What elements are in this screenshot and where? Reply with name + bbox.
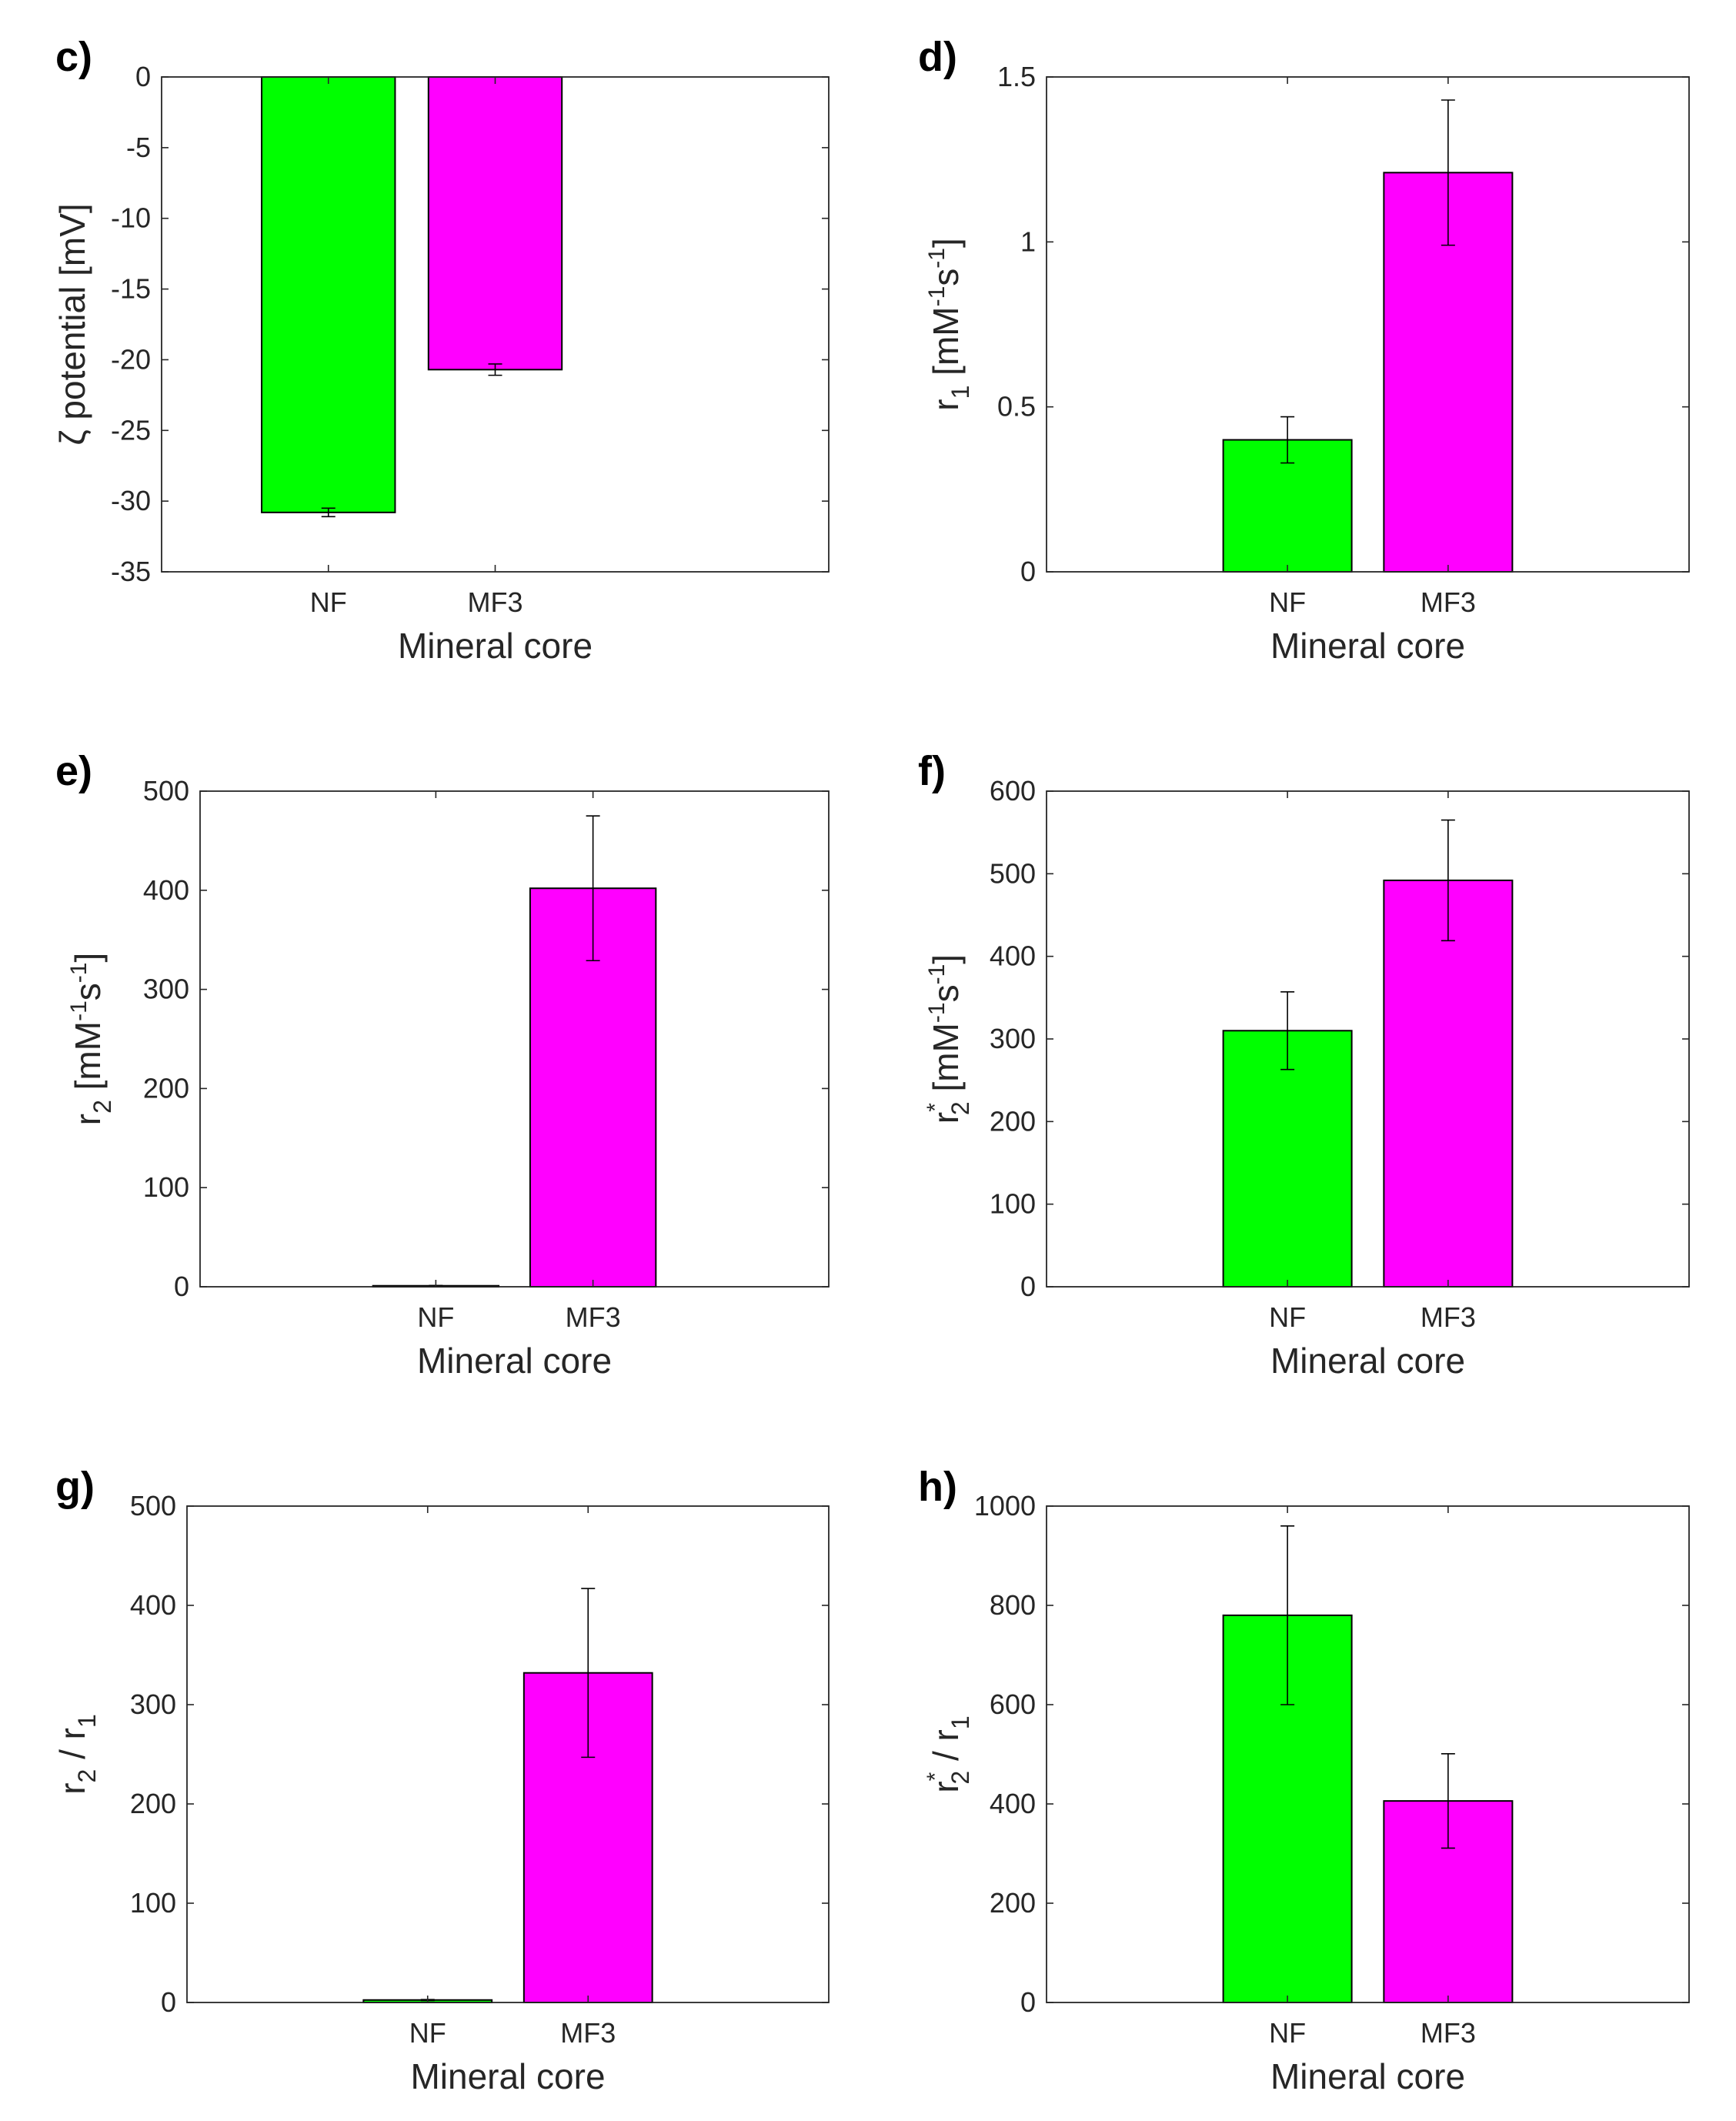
y-tick-label: 200 bbox=[990, 1105, 1036, 1137]
x-tick-label: MF3 bbox=[560, 2017, 616, 2049]
y-tick-label: -10 bbox=[111, 202, 151, 234]
y-tick-label: 200 bbox=[130, 1788, 176, 1819]
y-tick-label: 400 bbox=[990, 940, 1036, 972]
panel-letter: c) bbox=[55, 34, 92, 80]
axes-box bbox=[1046, 76, 1690, 573]
y-tick-label: 0.5 bbox=[997, 391, 1036, 423]
y-tick-label: -5 bbox=[126, 132, 151, 163]
x-tick-label: NF bbox=[1269, 586, 1306, 618]
y-tick-label: 200 bbox=[143, 1072, 189, 1104]
chart-panel-h: h) NF MF3 0 200 400 600 800 1000 Mineral core r*2 … bbox=[918, 1464, 1690, 2096]
y-tick-label: 300 bbox=[143, 974, 189, 1005]
bar-nf bbox=[1222, 1030, 1353, 1288]
y-tick-label: 500 bbox=[130, 1490, 176, 1521]
y-tick-label: -30 bbox=[111, 485, 151, 516]
x-tick-label: MF3 bbox=[566, 1301, 621, 1333]
x-tick-label: NF bbox=[1269, 1301, 1306, 1333]
panel-letter: e) bbox=[55, 748, 92, 794]
y-tick-label: 500 bbox=[990, 857, 1036, 889]
x-tick-label: MF3 bbox=[1421, 2017, 1476, 2049]
axes-box bbox=[161, 76, 830, 573]
axes-box bbox=[1046, 790, 1690, 1288]
y-axis-label: r1 [mM-1s-1] bbox=[924, 238, 974, 410]
panel-letter: h) bbox=[918, 1464, 957, 1510]
y-tick-label: -15 bbox=[111, 273, 151, 305]
bar-mf3 bbox=[427, 76, 563, 371]
axes-box bbox=[186, 1505, 830, 2003]
bar-nf bbox=[261, 76, 396, 513]
chart-panel-e: e) NF MF3 0 100 200 300 400 500 Mineral core r2 [m… bbox=[55, 748, 830, 1381]
axes-box bbox=[199, 790, 830, 1288]
y-axis-label: r*2 [mM-1s-1] bbox=[923, 954, 974, 1124]
x-axis-label: Mineral core bbox=[1270, 1341, 1465, 1381]
x-axis-label: Mineral core bbox=[398, 626, 593, 666]
x-axis-label: Mineral core bbox=[1270, 626, 1465, 666]
x-tick-label: NF bbox=[409, 2017, 446, 2049]
x-tick-label: MF3 bbox=[468, 586, 523, 618]
y-tick-label: 600 bbox=[990, 775, 1036, 807]
panel-letter: g) bbox=[55, 1464, 95, 1510]
y-axis-label: r*2 / r1 bbox=[923, 1715, 974, 1792]
x-axis-label: Mineral core bbox=[1270, 2056, 1465, 2096]
x-tick-label: MF3 bbox=[1421, 1301, 1476, 1333]
y-axis-label: ζ potential [mV] bbox=[52, 203, 92, 445]
y-tick-label: 0 bbox=[1020, 1271, 1036, 1302]
y-tick-label: 1 bbox=[1020, 225, 1036, 257]
y-tick-label: 1.5 bbox=[997, 61, 1036, 92]
y-tick-label: -25 bbox=[111, 414, 151, 446]
chart-panel-f: f) NF MF3 0 100 200 300 400 500 600 Mineral core r*… bbox=[918, 748, 1690, 1381]
chart-panel-c: c) NF MF3 -35 -30 -25 -20 -15 -10 -5 0 Mineral core… bbox=[52, 34, 830, 666]
y-tick-label: 500 bbox=[143, 775, 189, 807]
chart-panel-g: g) NF MF3 0 100 200 300 400 500 Mineral core r2 / … bbox=[52, 1464, 830, 2096]
x-tick-label: NF bbox=[1269, 2017, 1306, 2049]
y-tick-label: 400 bbox=[130, 1589, 176, 1621]
y-tick-label: 0 bbox=[1020, 556, 1036, 587]
x-axis-label: Mineral core bbox=[410, 2056, 605, 2096]
y-tick-label: 100 bbox=[130, 1887, 176, 1919]
y-tick-label: 1000 bbox=[974, 1490, 1036, 1521]
x-tick-label: NF bbox=[417, 1301, 454, 1333]
y-tick-label: -35 bbox=[111, 556, 151, 587]
y-tick-label: 200 bbox=[990, 1887, 1036, 1919]
y-axis-label: r2 [mM-1s-1] bbox=[66, 953, 116, 1125]
x-axis-label: Mineral core bbox=[417, 1341, 612, 1381]
y-tick-label: 0 bbox=[135, 61, 151, 92]
y-tick-label: 300 bbox=[990, 1023, 1036, 1054]
panel-letter: f) bbox=[918, 748, 946, 794]
x-tick-label: MF3 bbox=[1421, 586, 1476, 618]
y-axis-label: r2 / r1 bbox=[52, 1714, 101, 1795]
axes-box bbox=[1046, 1505, 1690, 2003]
y-tick-label: 0 bbox=[174, 1271, 189, 1302]
panel-letter: d) bbox=[918, 34, 957, 80]
y-tick-label: 400 bbox=[143, 874, 189, 906]
y-tick-label: 100 bbox=[143, 1171, 189, 1203]
y-tick-label: 0 bbox=[1020, 1986, 1036, 2018]
x-tick-label: NF bbox=[310, 586, 347, 618]
bar-mf3 bbox=[1383, 879, 1514, 1288]
y-tick-label: 100 bbox=[990, 1188, 1036, 1220]
y-tick-label: 0 bbox=[161, 1986, 176, 2018]
chart-panel-d: d) NF MF3 0 0.5 1 1.5 Mineral core r1 [mM-1s-1] bbox=[918, 34, 1690, 666]
y-tick-label: 300 bbox=[130, 1688, 176, 1720]
y-tick-label: 800 bbox=[990, 1589, 1036, 1621]
y-tick-label: 400 bbox=[990, 1788, 1036, 1819]
y-tick-label: 600 bbox=[990, 1688, 1036, 1720]
y-tick-label: -20 bbox=[111, 343, 151, 375]
